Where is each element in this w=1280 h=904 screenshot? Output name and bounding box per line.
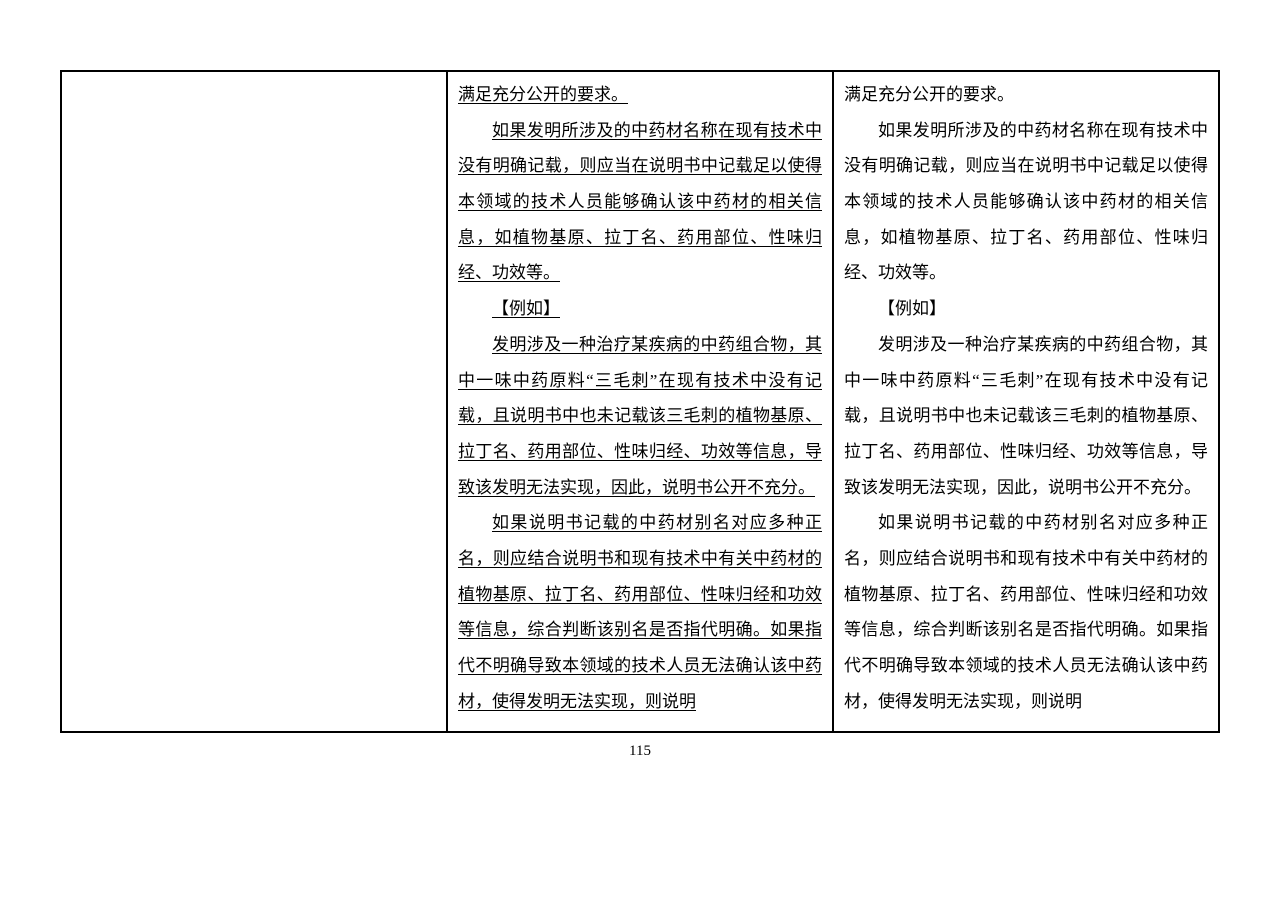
col3-p4: 发明涉及一种治疗某疾病的中药组合物，其中一味中药原料“三毛刺”在现有技术中没有记… <box>844 327 1208 505</box>
comparison-table-wrap: 满足充分公开的要求。 如果发明所涉及的中药材名称在现有技术中没有明确记载，则应当… <box>60 70 1220 733</box>
col3-p3: 【例如】 <box>844 291 1208 327</box>
col3-p2: 如果发明所涉及的中药材名称在现有技术中没有明确记载，则应当在说明书中记载足以使得… <box>844 113 1208 291</box>
comparison-table: 满足充分公开的要求。 如果发明所涉及的中药材名称在现有技术中没有明确记载，则应当… <box>60 70 1220 733</box>
col2-p3: 【例如】 <box>458 291 822 327</box>
cell-col1 <box>61 71 447 732</box>
col3-p5: 如果说明书记载的中药材别名对应多种正名，则应结合说明书和现有技术中有关中药材的植… <box>844 505 1208 719</box>
cell-col3: 满足充分公开的要求。 如果发明所涉及的中药材名称在现有技术中没有明确记载，则应当… <box>833 71 1219 732</box>
col2-p5: 如果说明书记载的中药材别名对应多种正名，则应结合说明书和现有技术中有关中药材的植… <box>458 505 822 719</box>
col2-p1: 满足充分公开的要求。 <box>458 77 822 113</box>
col2-p4: 发明涉及一种治疗某疾病的中药组合物，其中一味中药原料“三毛刺”在现有技术中没有记… <box>458 327 822 505</box>
col3-p1: 满足充分公开的要求。 <box>844 77 1208 113</box>
table-row: 满足充分公开的要求。 如果发明所涉及的中药材名称在现有技术中没有明确记载，则应当… <box>61 71 1219 732</box>
page-number: 115 <box>60 743 1220 760</box>
cell-col2: 满足充分公开的要求。 如果发明所涉及的中药材名称在现有技术中没有明确记载，则应当… <box>447 71 833 732</box>
col2-p2: 如果发明所涉及的中药材名称在现有技术中没有明确记载，则应当在说明书中记载足以使得… <box>458 113 822 291</box>
